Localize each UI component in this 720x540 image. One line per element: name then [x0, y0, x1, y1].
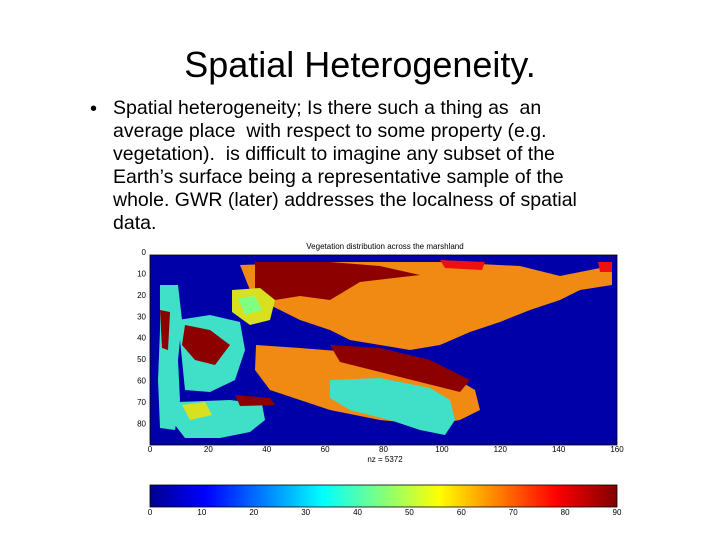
colorbar-tick-label: 70 — [509, 508, 518, 517]
y-tick-label: 60 — [137, 377, 146, 386]
slide-title: Spatial Heterogeneity. — [184, 44, 536, 85]
bullet-line: whole. GWR (later) addresses the localne… — [113, 189, 577, 211]
map — [149, 254, 618, 446]
y-tick-label: 70 — [137, 398, 146, 407]
figure-title: Vegetation distribution across the marsh… — [306, 242, 463, 251]
x-tick-label: 100 — [435, 445, 449, 454]
colorbar-tick-label: 90 — [613, 508, 622, 517]
y-tick-label: 0 — [142, 248, 147, 257]
y-tick-label: 40 — [137, 334, 146, 343]
x-tick-label: 120 — [494, 445, 508, 454]
colorbar — [149, 484, 618, 508]
x-tick-label: 40 — [262, 445, 271, 454]
y-tick-label: 50 — [137, 355, 146, 364]
colorbar-tick-label: 30 — [301, 508, 310, 517]
x-tick-label: 160 — [610, 445, 624, 454]
x-tick-label: 60 — [321, 445, 330, 454]
x-tick-label: 140 — [552, 445, 566, 454]
x-axis-label: nz = 5372 — [367, 455, 403, 464]
y-tick-label: 20 — [137, 291, 146, 300]
x-tick-label: 20 — [204, 445, 213, 454]
y-tick-label: 80 — [137, 419, 146, 428]
y-tick-label: 10 — [137, 270, 146, 279]
bullet-line: average place with respect to some prope… — [113, 120, 547, 142]
x-tick-label: 0 — [148, 445, 153, 454]
bullet-line: Earth’s surface being a representative s… — [113, 166, 564, 188]
colorbar-tick-label: 60 — [457, 508, 466, 517]
colorbar-tick-label: 40 — [353, 508, 362, 517]
colorbar-tick-label: 80 — [561, 508, 570, 517]
x-tick-label: 80 — [379, 445, 388, 454]
colorbar-tick-label: 50 — [405, 508, 414, 517]
colorbar-tick-label: 0 — [148, 508, 153, 517]
bullet-line: Spatial heterogeneity; Is there such a t… — [113, 97, 542, 119]
bullet-line: vegetation). is difficult to imagine any… — [113, 143, 555, 165]
bullet-dot: • — [90, 98, 98, 120]
colorbar-tick-label: 10 — [197, 508, 206, 517]
bullet-line: data. — [113, 212, 157, 234]
y-tick-label: 30 — [137, 312, 146, 321]
colorbar-tick-label: 20 — [249, 508, 258, 517]
